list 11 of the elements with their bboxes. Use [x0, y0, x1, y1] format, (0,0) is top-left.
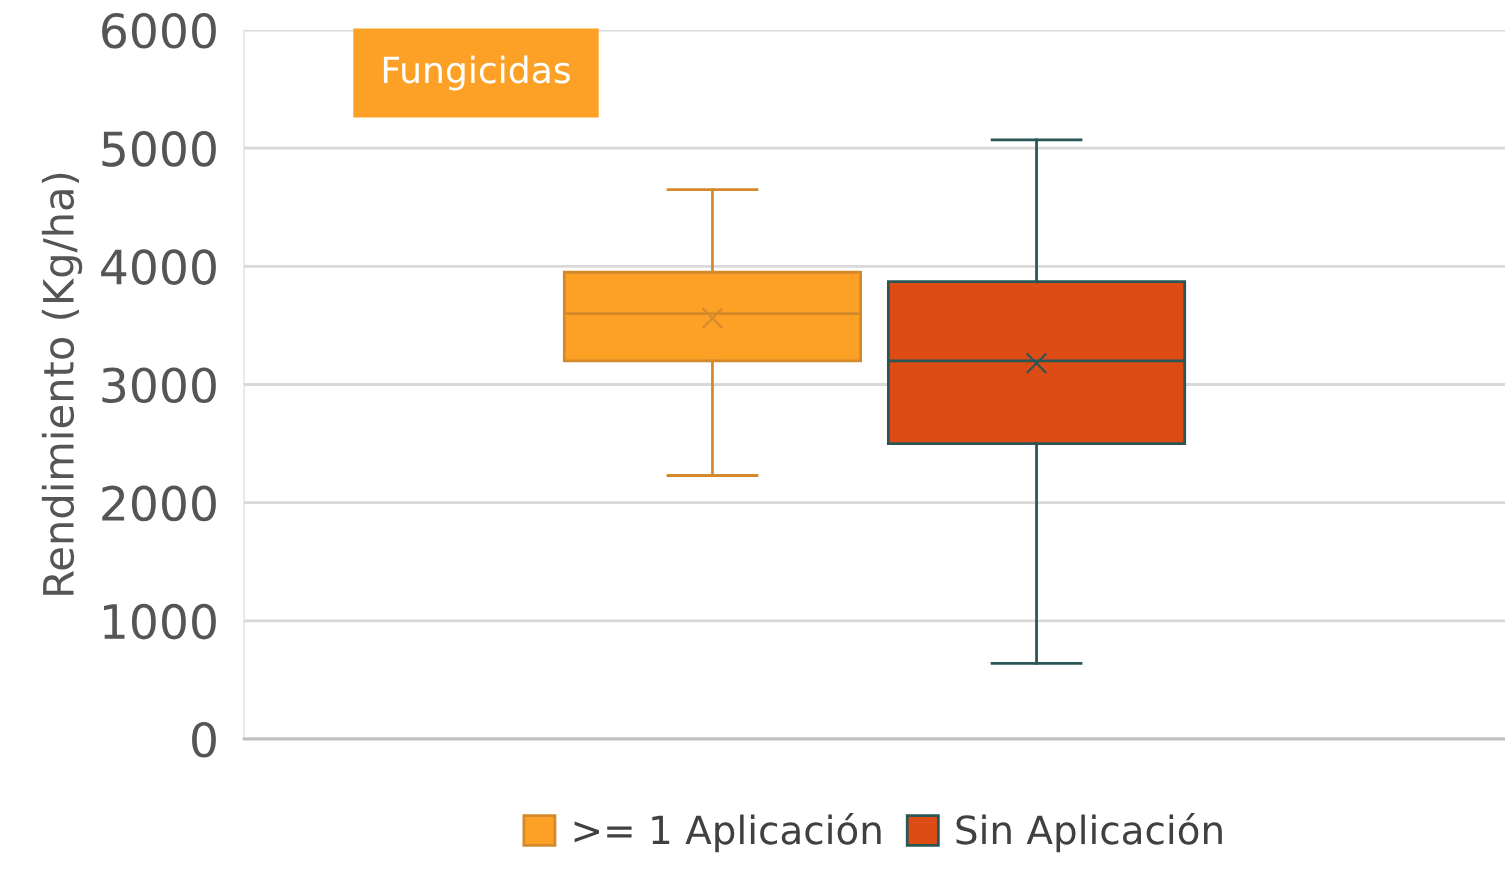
- y-tick-label: 1000: [104, 603, 216, 640]
- y-tick-label: 0: [192, 721, 216, 758]
- y-tick-label: 6000: [102, 12, 216, 49]
- y-tick-label: 4000: [101, 249, 216, 285]
- y-tick-label: 2000: [102, 485, 216, 522]
- y-axis-title: Rendimiento (Kg/ha): [41, 173, 83, 595]
- text: Fungicidas: [383, 55, 570, 91]
- y-tick-label: 3000: [102, 367, 216, 404]
- legend-label: Sin Aplicación: [956, 812, 1222, 853]
- legend-label: >= 1 Aplicación: [574, 812, 881, 853]
- y-tick-label: 5000: [102, 131, 216, 167]
